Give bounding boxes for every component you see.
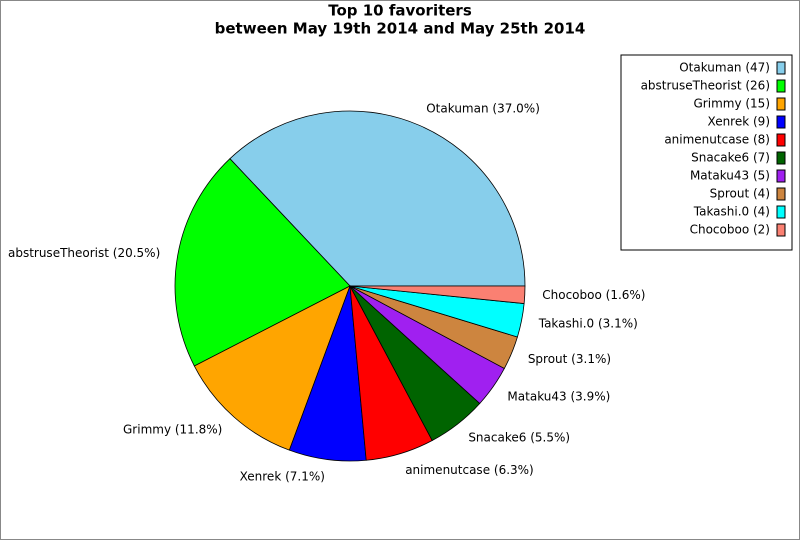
- legend-swatch: [776, 115, 786, 129]
- legend-swatch: [776, 187, 786, 201]
- slice-label: Snacake6 (5.5%): [468, 430, 570, 444]
- legend-label: Xenrek (9): [708, 115, 770, 129]
- legend-swatch: [776, 79, 786, 93]
- slice-label: abstruseTheorist (20.5%): [8, 246, 160, 260]
- legend-label: Mataku43 (5): [690, 169, 770, 183]
- legend-swatch: [776, 169, 786, 183]
- legend-box: [620, 54, 793, 251]
- legend-label: abstruseTheorist (26): [641, 79, 770, 93]
- legend-swatch: [776, 97, 786, 111]
- legend-swatch: [776, 133, 786, 147]
- pie-slice: [229, 110, 526, 287]
- slice-label: Takashi.0 (3.1%): [538, 316, 638, 330]
- slice-label: Sprout (3.1%): [528, 352, 611, 366]
- slice-label: Grimmy (11.8%): [123, 423, 222, 437]
- legend-label: Grimmy (15): [694, 97, 771, 111]
- legend-swatch: [776, 151, 786, 165]
- pie-slice: [349, 285, 526, 305]
- pie-slice: [193, 285, 351, 451]
- legend-label: Sprout (4): [710, 187, 770, 201]
- slice-label: Mataku43 (3.9%): [507, 389, 610, 403]
- legend-label: Chocoboo (2): [690, 223, 770, 237]
- slice-label: Xenrek (7.1%): [240, 469, 325, 483]
- chart-title: Top 10 favoriters: [328, 2, 472, 20]
- slice-label: Chocoboo (1.6%): [542, 288, 645, 302]
- chart-subtitle: between May 19th 2014 and May 25th 2014: [215, 20, 586, 38]
- legend-label: animenutcase (8): [664, 133, 770, 147]
- pie-slice: [174, 158, 351, 367]
- legend-swatch: [776, 205, 786, 219]
- legend-label: Otakuman (47): [679, 61, 770, 75]
- legend-label: Takashi.0 (4): [693, 205, 770, 219]
- legend-swatch: [776, 223, 786, 237]
- slice-label: animenutcase (6.3%): [405, 463, 534, 477]
- legend-swatch: [776, 61, 786, 75]
- legend-label: Snacake6 (7): [691, 151, 770, 165]
- slice-label: Otakuman (37.0%): [426, 102, 540, 116]
